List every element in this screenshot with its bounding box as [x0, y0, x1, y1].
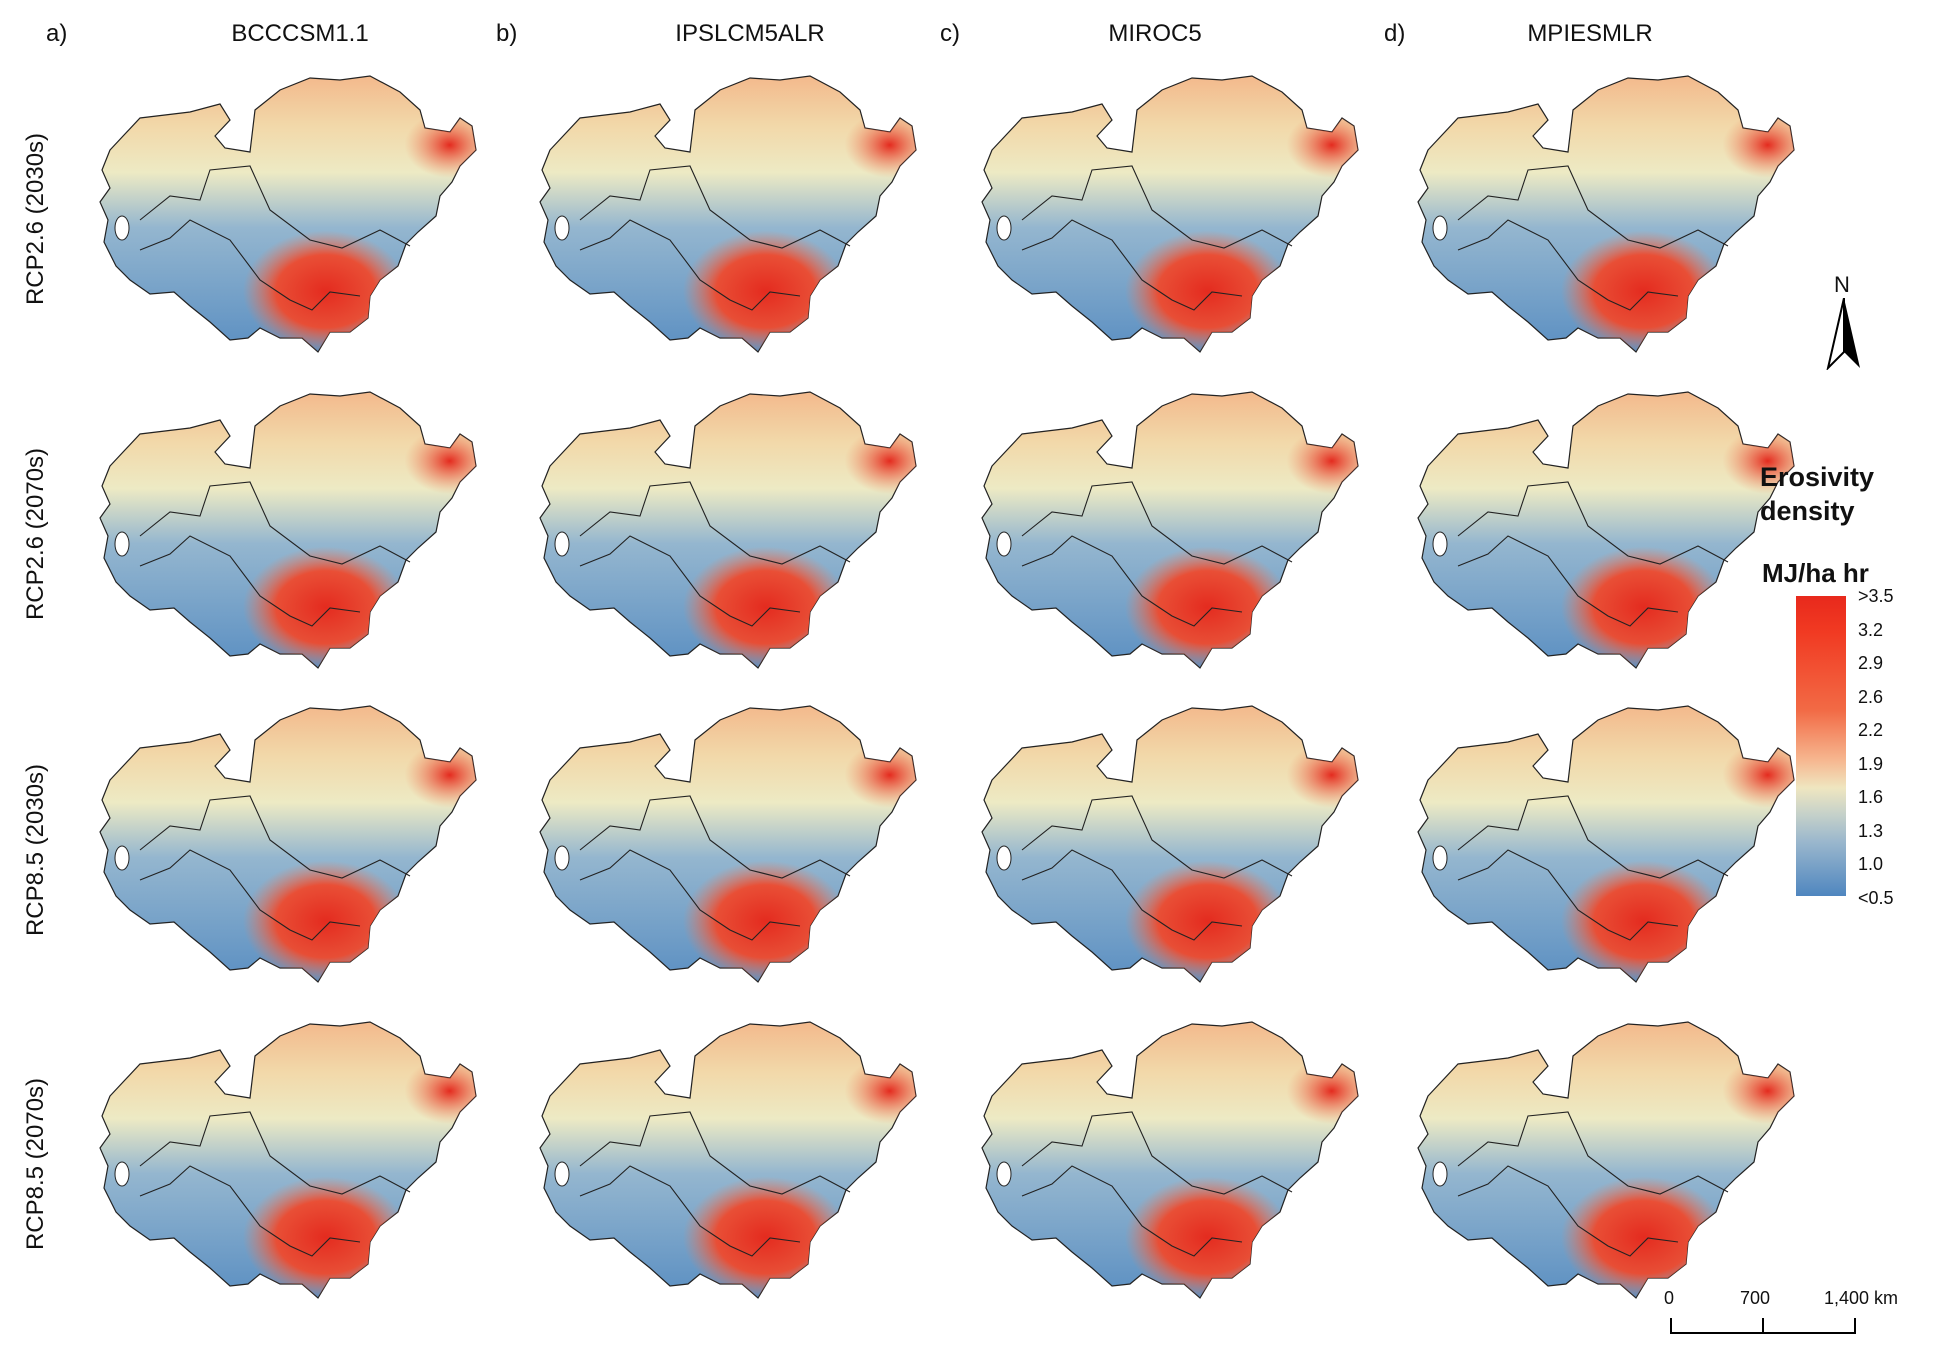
row-label-2: RCP2.6 (2070s)	[22, 447, 49, 621]
row-label-4: RCP8.5 (2070s)	[22, 1077, 49, 1251]
map-panel	[80, 700, 480, 990]
legend-color-bar	[1796, 596, 1846, 896]
legend-tick-label: 1.9	[1858, 753, 1884, 774]
scale-tick	[1762, 1318, 1764, 1334]
legend-title-line1: Erosivity	[1760, 462, 1875, 492]
map-panel	[1398, 70, 1798, 360]
map-panel	[962, 70, 1362, 360]
north-label: N	[1834, 272, 1850, 297]
map-panel	[1398, 386, 1798, 676]
row-label-3: RCP8.5 (2030s)	[22, 763, 49, 937]
row-label-1: RCP2.6 (2030s)	[22, 132, 49, 306]
column-title: IPSLCM5ALR	[675, 20, 825, 47]
column-title: MIROC5	[1108, 20, 1202, 47]
map-panel	[80, 386, 480, 676]
scale-tick	[1670, 1318, 1672, 1334]
map-panel	[520, 700, 920, 990]
map-panel	[520, 70, 920, 360]
column-letter: a)	[46, 20, 68, 47]
legend-tick-label: 1.3	[1858, 820, 1884, 841]
map-panel	[520, 386, 920, 676]
column-letter: b)	[496, 20, 518, 47]
scale-label-0: 0	[1664, 1288, 1675, 1308]
column-letter: d)	[1384, 20, 1406, 47]
legend-title: Erosivity density	[1760, 460, 1874, 528]
map-panel	[1398, 1016, 1798, 1306]
map-panel	[80, 1016, 480, 1306]
column-letter: c)	[940, 20, 960, 47]
legend-unit: MJ/ha hr	[1762, 558, 1869, 588]
legend-tick-label: 1.6	[1858, 787, 1884, 807]
column-title: MPIESMLR	[1527, 20, 1653, 47]
legend-tick-label: 2.6	[1858, 686, 1884, 707]
map-panel	[962, 700, 1362, 990]
legend-tick-label: 3.2	[1858, 619, 1884, 640]
column-title: BCCCSM1.1	[231, 20, 369, 47]
map-panel	[962, 1016, 1362, 1306]
legend-title-line2: density	[1760, 496, 1855, 526]
scale-label-2: 1,400 km	[1824, 1288, 1899, 1308]
map-panel	[80, 70, 480, 360]
legend-tick-label: 2.9	[1858, 653, 1884, 673]
legend-tick-label: 1.0	[1858, 854, 1884, 874]
map-panel	[962, 386, 1362, 676]
legend-tick-label: >3.5	[1858, 586, 1894, 606]
scale-tick	[1854, 1318, 1856, 1334]
map-panel	[1398, 700, 1798, 990]
north-arrow-icon	[1826, 298, 1860, 370]
legend-tick-label: 2.2	[1858, 720, 1884, 740]
legend-tick-label: <0.5	[1858, 887, 1894, 908]
scale-label-1: 700	[1740, 1288, 1771, 1308]
map-panel	[520, 1016, 920, 1306]
